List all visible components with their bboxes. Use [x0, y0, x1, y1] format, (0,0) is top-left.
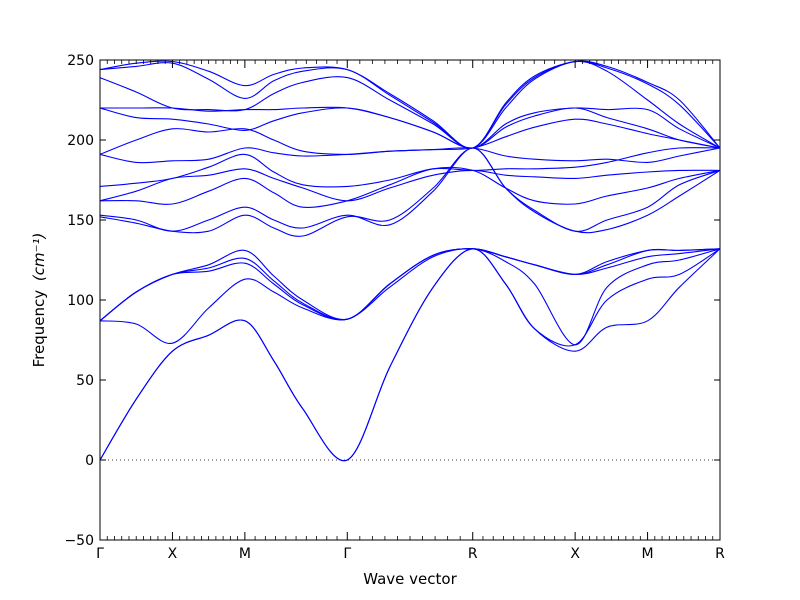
y-tick-label: 100 — [67, 293, 94, 309]
x-axis-label: Wave vector — [363, 570, 457, 588]
x-tick-label: Γ — [343, 546, 351, 562]
plot-area — [100, 60, 720, 462]
band-line-13 — [100, 118, 720, 155]
y-tick-label: 0 — [85, 453, 94, 469]
band-line-4 — [100, 248, 720, 322]
x-tick-label: R — [715, 546, 725, 562]
x-tick-label: Γ — [96, 546, 104, 562]
y-axis-label-unit: (cm⁻¹) — [30, 233, 48, 282]
axes: −50 0 50 100 150 200 250 Γ X M Γ R X M R — [64, 53, 725, 562]
band-line-2 — [100, 248, 720, 462]
band-line-18 — [100, 60, 720, 149]
y-axis-label-text: Frequency — [30, 290, 48, 368]
x-tick-label: X — [168, 546, 178, 562]
band-line-9 — [100, 166, 720, 208]
x-tick-label: R — [468, 546, 478, 562]
y-axis-label: Frequency (cm⁻¹) — [30, 233, 48, 368]
high-symmetry-lines — [172, 60, 647, 540]
band-line-11 — [100, 147, 720, 188]
x-tick-label: M — [239, 546, 251, 562]
band-line-14 — [100, 107, 720, 149]
y-tick-label: −50 — [64, 533, 94, 549]
y-tick-label: 50 — [76, 373, 94, 389]
band-line-10 — [100, 168, 720, 202]
band-line-5 — [100, 248, 720, 322]
y-tick-label: 250 — [67, 53, 94, 69]
x-tick-label: X — [570, 546, 580, 562]
band-line-16 — [100, 60, 720, 149]
band-line-3 — [100, 248, 720, 346]
y-tick-label: 200 — [67, 133, 94, 149]
band-line-7 — [100, 147, 720, 237]
band-line-1 — [100, 248, 720, 462]
plot-frame — [99, 59, 721, 541]
band-line-17 — [100, 60, 720, 149]
x-tick-label: M — [642, 546, 654, 562]
band-line-8 — [100, 147, 720, 232]
band-line-15 — [100, 106, 720, 149]
y-tick-label: 150 — [67, 213, 94, 229]
band-line-6 — [100, 248, 720, 322]
